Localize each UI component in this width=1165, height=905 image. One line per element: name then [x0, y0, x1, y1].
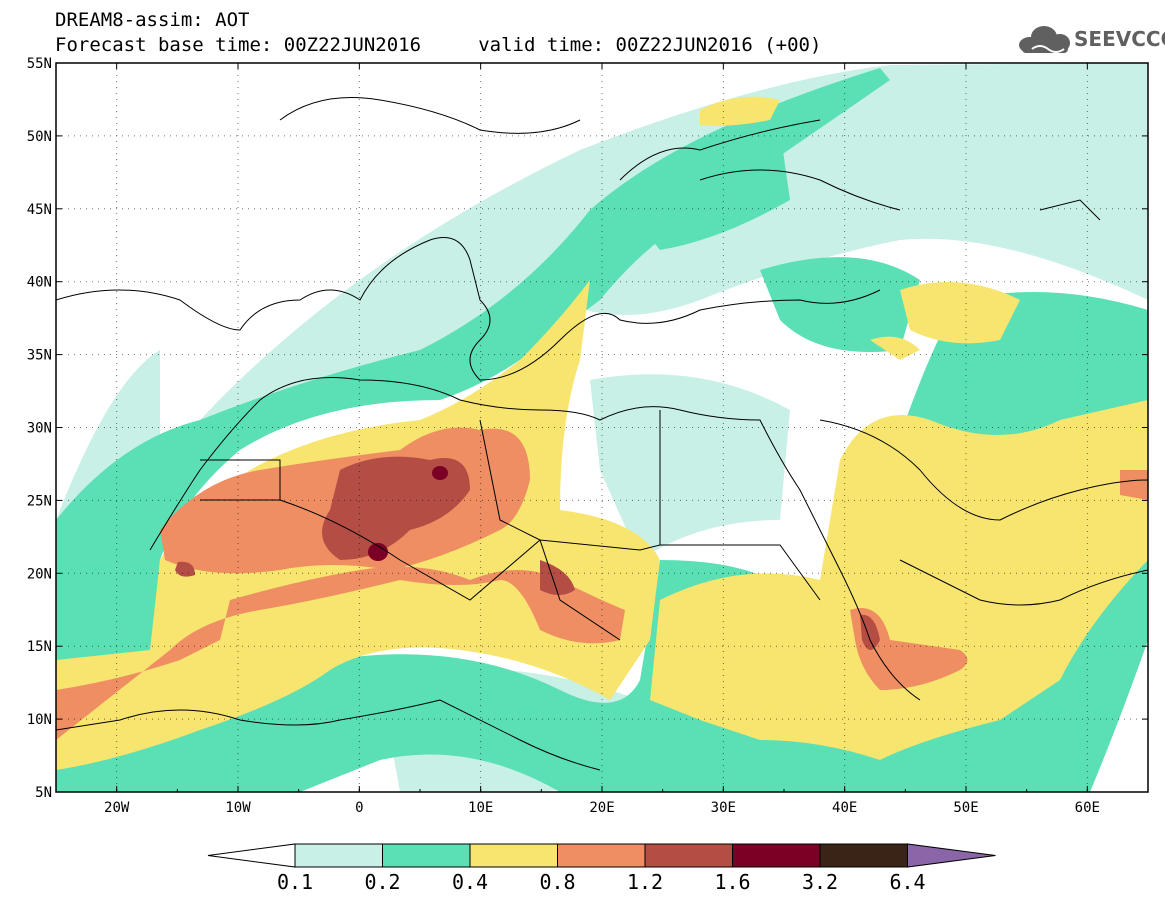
colorbar-label: 0.1	[277, 870, 313, 894]
lon-tick-label: 10E	[468, 800, 493, 816]
colorbar-label: 0.8	[539, 870, 575, 894]
colorbar-box	[557, 843, 646, 868]
lat-tick-label: 10N	[27, 712, 52, 728]
colorbar-box	[469, 843, 558, 868]
colorbar-legend: 0.1 0.2 0.4 0.8 1.2 1.6 3.2 6.4	[207, 843, 996, 894]
lon-tick-label: 0	[355, 800, 363, 816]
lat-tick-label: 55N	[27, 56, 52, 72]
lat-tick-label: 35N	[27, 348, 52, 364]
colorbar-box	[732, 843, 821, 868]
lat-tick-label: 20N	[27, 566, 52, 582]
grid	[56, 63, 1148, 792]
colorbar-box	[644, 843, 733, 868]
colorbar-box	[382, 843, 471, 868]
colorbar-label: 0.4	[452, 870, 488, 894]
colorbar-arrow-high	[907, 843, 996, 868]
lat-tick-label: 40N	[27, 275, 52, 291]
lon-tick-label: 20E	[589, 800, 614, 816]
lon-axis: 20W 10W 0 10E 20E 30E 40E 50E 60E	[55, 63, 1149, 816]
colorbar-label: 3.2	[802, 870, 838, 894]
lon-tick-label: 10W	[225, 800, 251, 816]
lat-tick-label: 5N	[35, 785, 52, 801]
lon-tick-label: 40E	[832, 800, 857, 816]
lat-tick-label: 45N	[27, 202, 52, 218]
lat-tick-label: 25N	[27, 493, 52, 509]
colorbar-label: 1.6	[714, 870, 750, 894]
lat-tick-label: 30N	[27, 421, 52, 437]
coastlines	[56, 97, 1148, 771]
colorbar-arrow-low	[207, 843, 296, 868]
lon-tick-label: 20W	[104, 800, 130, 816]
colorbar-label: 1.2	[627, 870, 663, 894]
lat-tick-label: 15N	[27, 639, 52, 655]
chart-title: DREAM8-assim: AOT	[55, 9, 250, 31]
lon-tick-label: 60E	[1075, 800, 1100, 816]
aot-fields	[56, 63, 1148, 792]
chart-subtitle: Forecast base time: 00Z22JUN2016 valid t…	[55, 34, 822, 56]
lon-tick-label: 30E	[711, 800, 736, 816]
lon-tick-label: 50E	[953, 800, 978, 816]
lat-axis: 5N 10N 15N 20N 25N 30N 35N 40N 45N 50N 55N	[27, 56, 1148, 801]
lat-tick-label: 50N	[27, 129, 52, 145]
colorbar-box	[819, 843, 908, 868]
logo-text: SEEVCCC	[1074, 27, 1165, 51]
cloud-icon	[1019, 26, 1070, 53]
colorbar-label: 6.4	[889, 870, 925, 894]
colorbar-box	[294, 843, 383, 868]
colorbar-label: 0.2	[364, 870, 400, 894]
